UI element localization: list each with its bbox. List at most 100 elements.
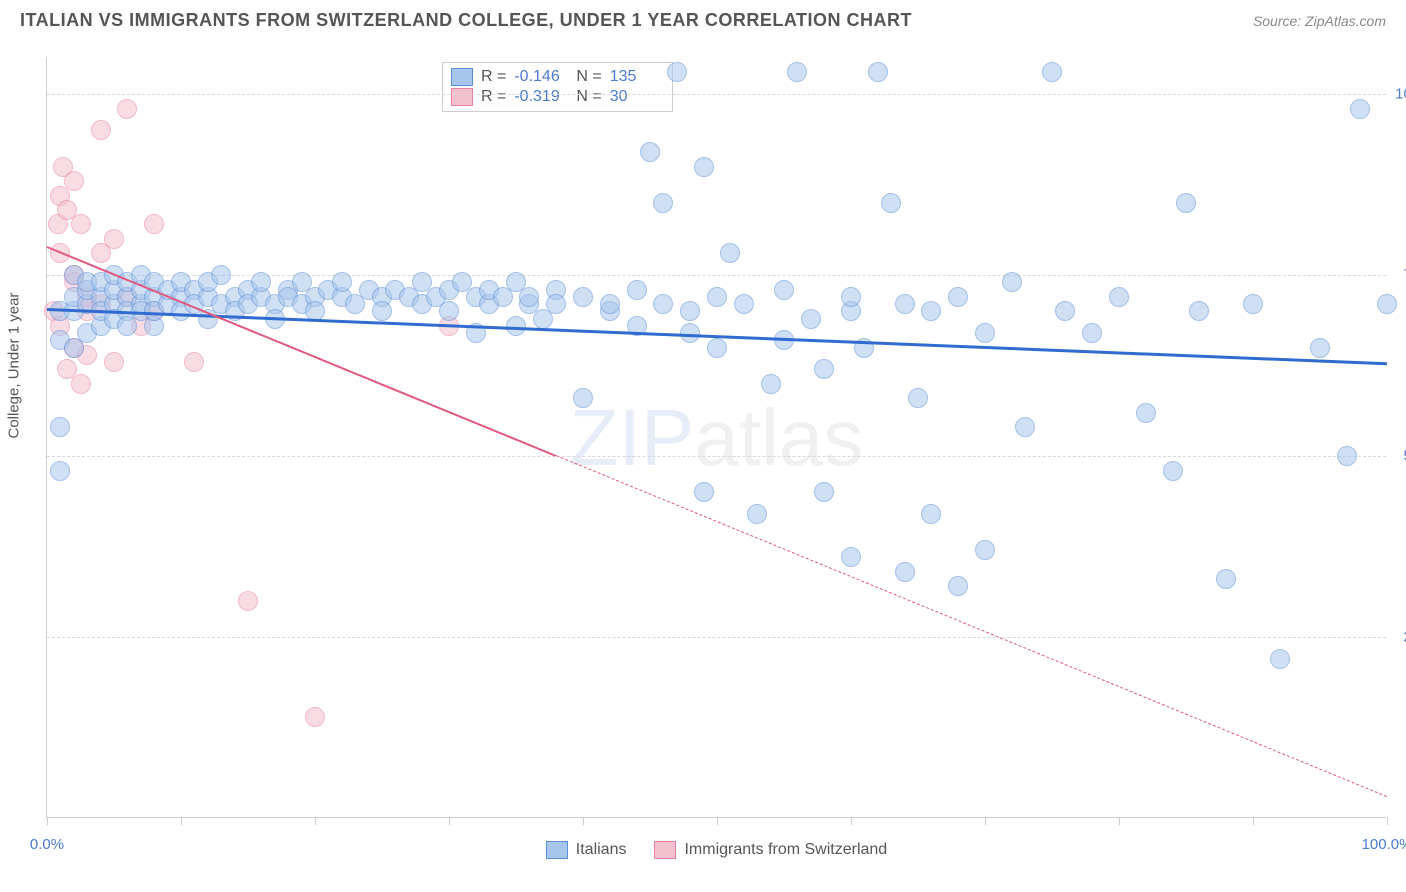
data-point-italians xyxy=(881,193,901,213)
r-value-italians: -0.146 xyxy=(514,68,568,86)
legend-label-swiss: Immigrants from Switzerland xyxy=(684,841,887,859)
n-label: N = xyxy=(576,68,601,86)
data-point-italians xyxy=(251,272,271,292)
x-tick xyxy=(1387,817,1388,825)
data-point-italians xyxy=(1243,294,1263,314)
x-tick xyxy=(851,817,852,825)
data-point-italians xyxy=(1055,301,1075,321)
watermark: ZIPatlas xyxy=(570,392,863,484)
data-point-italians xyxy=(761,374,781,394)
r-value-swiss: -0.319 xyxy=(514,88,568,106)
data-point-italians xyxy=(694,482,714,502)
watermark-atlas: atlas xyxy=(694,393,863,482)
x-tick-label: 0.0% xyxy=(30,836,64,853)
y-tick-label: 100.0% xyxy=(1391,86,1406,103)
n-label: N = xyxy=(576,88,601,106)
data-point-italians xyxy=(1216,569,1236,589)
data-point-italians xyxy=(519,287,539,307)
data-point-swiss xyxy=(104,352,124,372)
data-point-italians xyxy=(372,301,392,321)
data-point-italians xyxy=(801,309,821,329)
data-point-italians xyxy=(707,338,727,358)
y-tick-label: 75.0% xyxy=(1391,267,1406,284)
x-tick xyxy=(315,817,316,825)
r-label: R = xyxy=(481,88,506,106)
data-point-italians xyxy=(546,294,566,314)
data-point-italians xyxy=(1136,403,1156,423)
n-value-swiss: 30 xyxy=(610,88,664,106)
data-point-swiss xyxy=(184,352,204,372)
data-point-swiss xyxy=(144,214,164,234)
data-point-italians xyxy=(680,301,700,321)
data-point-italians xyxy=(747,504,767,524)
data-point-italians xyxy=(667,62,687,82)
data-point-italians xyxy=(814,482,834,502)
page-title: ITALIAN VS IMMIGRANTS FROM SWITZERLAND C… xyxy=(20,10,912,31)
trend-line-swiss-dashed xyxy=(556,455,1387,797)
x-tick xyxy=(47,817,48,825)
legend-item-swiss: Immigrants from Switzerland xyxy=(654,841,887,859)
x-tick xyxy=(449,817,450,825)
r-label: R = xyxy=(481,68,506,86)
gridline xyxy=(47,637,1386,638)
data-point-italians xyxy=(720,243,740,263)
data-point-italians xyxy=(707,287,727,307)
x-tick xyxy=(583,817,584,825)
legend-swatch-swiss xyxy=(654,841,676,859)
data-point-swiss xyxy=(238,591,258,611)
data-point-swiss xyxy=(71,214,91,234)
data-point-italians xyxy=(1082,323,1102,343)
swatch-swiss xyxy=(451,88,473,106)
x-tick xyxy=(985,817,986,825)
data-point-italians xyxy=(573,287,593,307)
legend-item-italians: Italians xyxy=(546,841,627,859)
data-point-italians xyxy=(908,388,928,408)
data-point-italians xyxy=(975,540,995,560)
data-point-italians xyxy=(1176,193,1196,213)
gridline xyxy=(47,456,1386,457)
stats-row-italians: R = -0.146 N = 135 xyxy=(451,67,664,87)
data-point-italians xyxy=(895,562,915,582)
gridline xyxy=(47,275,1386,276)
data-point-italians xyxy=(787,62,807,82)
data-point-italians xyxy=(694,157,714,177)
data-point-swiss xyxy=(104,229,124,249)
data-point-italians xyxy=(640,142,660,162)
y-tick-label: 50.0% xyxy=(1391,448,1406,465)
y-axis-label: College, Under 1 year xyxy=(6,293,23,439)
bottom-legend: Italians Immigrants from Switzerland xyxy=(47,841,1386,859)
x-tick xyxy=(1253,817,1254,825)
correlation-stats-box: R = -0.146 N = 135 R = -0.319 N = 30 xyxy=(442,62,673,112)
data-point-italians xyxy=(1337,446,1357,466)
data-point-italians xyxy=(211,265,231,285)
data-point-italians xyxy=(841,287,861,307)
data-point-italians xyxy=(1189,301,1209,321)
data-point-italians xyxy=(332,272,352,292)
data-point-italians xyxy=(921,301,941,321)
data-point-italians xyxy=(895,294,915,314)
source-label: Source: ZipAtlas.com xyxy=(1253,13,1386,29)
data-point-swiss xyxy=(71,374,91,394)
data-point-italians xyxy=(921,504,941,524)
chart-plot-area: ZIPatlas R = -0.146 N = 135 R = -0.319 N… xyxy=(46,58,1386,818)
legend-swatch-italians xyxy=(546,841,568,859)
stats-row-swiss: R = -0.319 N = 30 xyxy=(451,87,664,107)
data-point-italians xyxy=(774,280,794,300)
x-tick xyxy=(181,817,182,825)
data-point-italians xyxy=(841,547,861,567)
legend-label-italians: Italians xyxy=(576,841,627,859)
data-point-italians xyxy=(1015,417,1035,437)
data-point-italians xyxy=(653,193,673,213)
data-point-italians xyxy=(1042,62,1062,82)
gridline xyxy=(47,94,1386,95)
data-point-italians xyxy=(627,280,647,300)
data-point-italians xyxy=(1270,649,1290,669)
data-point-italians xyxy=(975,323,995,343)
data-point-swiss xyxy=(117,99,137,119)
data-point-italians xyxy=(1002,272,1022,292)
x-tick xyxy=(1119,817,1120,825)
data-point-italians xyxy=(868,62,888,82)
data-point-italians xyxy=(1109,287,1129,307)
data-point-italians xyxy=(50,461,70,481)
data-point-italians xyxy=(734,294,754,314)
